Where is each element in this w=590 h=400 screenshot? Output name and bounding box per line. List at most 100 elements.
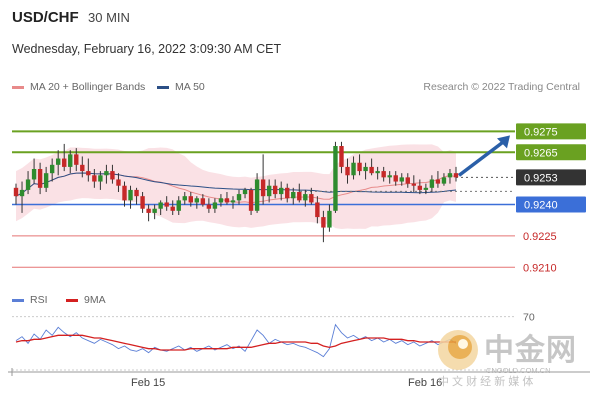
candle-body [170,206,175,211]
candle-body [31,169,37,180]
candle-body [272,185,278,195]
candle-body [429,179,435,188]
x-tick-feb-15: Feb 15 [131,377,165,389]
candle-body [357,162,362,172]
candle-body [182,196,187,201]
candle-body [411,183,417,186]
candle-body [345,166,350,176]
candle-body [242,189,248,195]
candle-body [236,194,242,201]
rsi-tick-70: 70 [523,312,535,324]
candle-body [393,175,398,182]
level-label-0.9275: 0.9275 [524,126,558,138]
candle-body [92,175,97,182]
candle-body [164,202,169,207]
watermark-circle-core [458,339,468,349]
candle-body [212,202,218,209]
candle-body [447,173,453,178]
candle-body [146,208,151,213]
date-line: Wednesday, February 16, 2022 3:09:30 AM … [12,42,282,56]
candle-body [423,187,429,190]
legend-ma20-label: MA 20 + Bollinger Bands [30,81,146,93]
watermark-domain: CNGOLD.COM.CN [486,366,551,375]
candle-body [399,177,404,182]
candle-body [43,173,49,188]
candle-body [152,208,157,213]
projection-arrow [457,139,506,177]
watermark-sub: 中 文 财 经 新 媒 体 [438,374,533,388]
candles [13,141,459,243]
candle-body [315,202,320,218]
candle-body [375,171,380,174]
rsi-legend-swatch-9MA [66,299,78,302]
level-label-0.9210: 0.9210 [523,262,557,274]
candle-body [55,158,61,165]
candle-body [68,154,73,167]
candle-body [435,179,441,184]
level-badge-0.9275 [516,123,586,140]
candle-body [158,202,163,209]
candle-body [266,185,272,197]
candle-body [230,200,236,203]
candle-body [98,175,103,182]
projection-arrowhead [497,135,510,149]
candle-body [453,173,459,178]
candle-body [13,187,19,197]
candle-body [188,196,193,203]
candle-body [327,210,332,228]
timeframe-label[interactable]: 30 MIN [88,10,130,25]
candle-body [86,171,91,176]
source-credit: Research © 2022 Trading Central [423,81,580,93]
rsi-series-RSI [15,323,457,358]
candle-body [285,187,290,199]
candle-body [62,158,67,167]
legend-ma50-swatch [157,85,169,89]
level-badge-0.9265 [516,144,586,161]
candle-body [297,192,302,201]
candle-body [110,171,115,180]
candle-body [405,177,410,184]
x-tick-feb-16: Feb 16 [408,377,442,389]
candle-body [321,217,326,228]
candle-body [104,171,109,176]
candle-body [351,162,356,176]
candle-body [387,175,392,178]
rsi-legend-swatch-RSI [12,299,24,302]
level-label-0.9225: 0.9225 [523,231,557,243]
legend-ma20-swatch [12,85,24,89]
legend-ma50-label: MA 50 [175,81,205,93]
candle-body [279,187,284,195]
candle-body [309,194,314,203]
candle-body [441,177,447,184]
candle-body [140,196,145,209]
candle-body [291,192,296,199]
candle-body [206,204,212,209]
candle-body [224,198,230,203]
candle-body [417,185,423,190]
rsi-legend-9MA: 9MA [84,294,106,306]
legend-ma20: MA 20 + Bollinger Bands [12,81,145,93]
candle-body [37,169,43,188]
candle-body [134,189,139,197]
candle-body [49,164,55,174]
chart-header: USD/CHF 30 MIN [0,0,590,36]
candle-body [19,189,25,197]
candle-body [116,179,121,186]
rsi-series-9MA [15,334,456,351]
level-badge-0.9240 [516,196,586,213]
candle-body [194,198,200,203]
level-label-0.9265: 0.9265 [524,147,558,159]
candle-body [381,171,386,178]
candle-body [260,179,266,197]
candle-body [303,194,308,201]
candle-body [333,146,338,211]
bollinger-band [16,144,456,229]
candle-body [74,154,79,165]
candle-body [80,164,85,172]
candle-body [25,179,31,190]
candle-body [128,189,133,201]
candle-body [176,200,181,211]
watermark-cn: 中金网 [484,333,577,367]
